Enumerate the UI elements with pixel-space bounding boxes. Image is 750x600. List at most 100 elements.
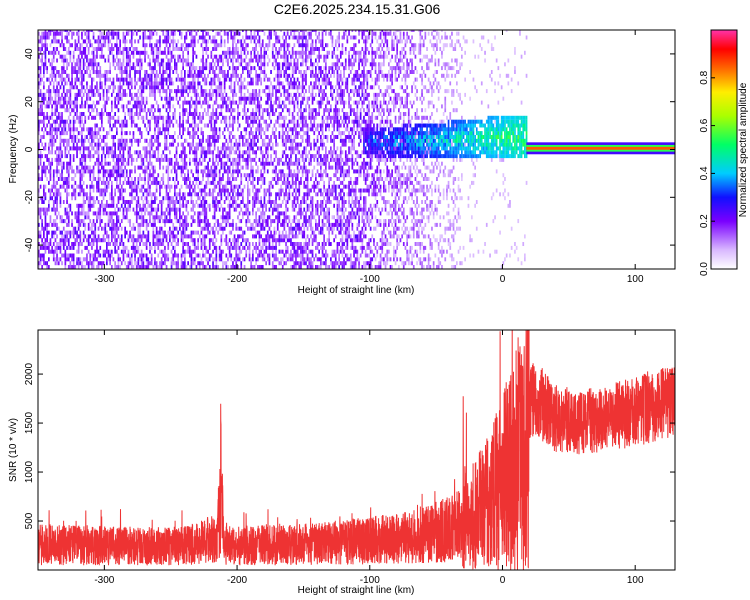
- spectrogram-cell: [240, 77, 243, 82]
- spectrogram-cell: [255, 150, 257, 155]
- spectrogram-cell: [154, 85, 156, 90]
- spectrogram-cell: [77, 215, 80, 220]
- spectrogram-cell: [245, 207, 248, 212]
- spectrogram-cell: [228, 253, 231, 258]
- spectrogram-cell: [140, 115, 143, 120]
- spectrogram-cell: [203, 39, 206, 44]
- spectrogram-cell: [38, 108, 40, 113]
- spectrogram-cell: [205, 66, 208, 71]
- spectrogram-cell: [160, 154, 163, 159]
- spectrogram-cell: [268, 226, 271, 231]
- spectrogram-cell: [135, 92, 138, 97]
- spectrogram-cell: [114, 261, 116, 266]
- spectrogram-cell: [107, 161, 110, 166]
- spectrogram-cell: [203, 188, 206, 193]
- spectrogram-cell: [44, 249, 47, 254]
- spectrogram-cell: [97, 70, 100, 74]
- spectrogram-cell: [52, 39, 55, 44]
- spectrogram-cell: [154, 169, 156, 174]
- spectrogram-cell: [44, 50, 47, 55]
- spectrogram-cell: [106, 92, 108, 97]
- spectrogram-cell: [184, 35, 186, 40]
- spectrogram-cell: [177, 47, 179, 51]
- spectrogram-cell: [119, 123, 121, 128]
- spectrogram-cell: [270, 230, 272, 235]
- spectrogram-cell: [152, 50, 155, 55]
- spectrogram-cell: [147, 73, 150, 78]
- spectrogram-cell: [61, 73, 63, 78]
- spectrogram-cell: [260, 131, 262, 136]
- spectrogram-cell: [82, 211, 85, 216]
- spectrogram-cell: [257, 207, 259, 212]
- spectrogram-cell: [152, 85, 155, 90]
- spectrogram-cell: [275, 119, 277, 124]
- spectrogram-cell: [82, 180, 85, 185]
- spectrogram-cell: [145, 238, 148, 243]
- spectrogram-cell: [230, 35, 233, 40]
- spectrogram-cell: [167, 173, 170, 178]
- spectrogram-cell: [69, 230, 72, 235]
- spectrogram-cell: [189, 253, 191, 258]
- spectrogram-cell: [137, 127, 140, 132]
- spectrogram-cell: [130, 92, 133, 97]
- spectrogram-cell: [248, 92, 251, 97]
- spectrogram-cell: [111, 215, 113, 220]
- spectrogram-cell: [154, 92, 156, 97]
- spectrogram-cell: [184, 257, 186, 262]
- spectrogram-cell: [205, 211, 208, 216]
- spectrogram-cell: [54, 222, 57, 227]
- spectrogram-cell: [212, 127, 214, 132]
- spectrogram-cell: [174, 180, 176, 185]
- spectrogram-cell: [64, 127, 67, 132]
- spectrogram-cell: [56, 165, 58, 170]
- spectrogram-cell: [71, 35, 73, 40]
- spectrogram-cell: [111, 81, 113, 86]
- spectrogram-cell: [109, 119, 111, 124]
- spectrogram-cell: [273, 165, 276, 170]
- spectrogram-cell: [235, 77, 238, 82]
- spectrogram-cell: [57, 154, 60, 159]
- spectrogram-cell: [56, 249, 58, 254]
- spectrogram-cell: [99, 92, 102, 97]
- spectrogram-cell: [57, 146, 60, 151]
- spectrogram-cell: [159, 127, 161, 132]
- spectrogram-cell: [129, 180, 131, 185]
- spectrogram-cell: [38, 222, 40, 227]
- spectrogram-cell: [207, 230, 209, 235]
- spectrogram-cell: [106, 200, 108, 204]
- spectrogram-cell: [276, 173, 279, 178]
- spectrogram-cell: [250, 50, 252, 55]
- spectrogram-cell: [144, 169, 146, 174]
- spectrogram-cell: [41, 154, 43, 159]
- spectrogram-cell: [159, 39, 161, 44]
- spectrogram-cell: [66, 81, 68, 86]
- spectrogram-cell: [147, 238, 150, 243]
- spectrogram-cell: [233, 257, 236, 262]
- spectrogram-cell: [61, 54, 63, 59]
- spectrogram-cell: [172, 123, 175, 128]
- spectrogram-cell: [263, 249, 266, 254]
- spectrogram-cell: [51, 131, 53, 136]
- spectrogram-cell: [52, 70, 55, 74]
- spectrogram-cell: [67, 127, 70, 132]
- spectrogram-cell: [43, 31, 45, 36]
- spectrogram-cell: [67, 50, 70, 55]
- spectrogram-cell: [261, 207, 264, 212]
- spectrogram-cell: [252, 169, 254, 174]
- spectrogram-cell: [69, 265, 72, 269]
- spectrogram-cell: [230, 58, 233, 63]
- spectrogram-cell: [76, 184, 78, 189]
- spectrogram-cell: [87, 261, 90, 266]
- spectrogram-cell: [240, 39, 243, 44]
- spectrogram-cell: [162, 150, 165, 155]
- spectrogram-cell: [39, 35, 42, 40]
- spectrogram-cell: [175, 92, 178, 97]
- spectrogram-cell: [130, 35, 133, 40]
- spectrogram-cell: [87, 31, 90, 36]
- spectrogram-cell: [57, 242, 60, 246]
- spectrogram-cell: [210, 119, 213, 124]
- spectrogram-cell: [106, 222, 108, 227]
- spectrogram-cell: [261, 253, 264, 258]
- spectrogram-cell: [218, 200, 221, 204]
